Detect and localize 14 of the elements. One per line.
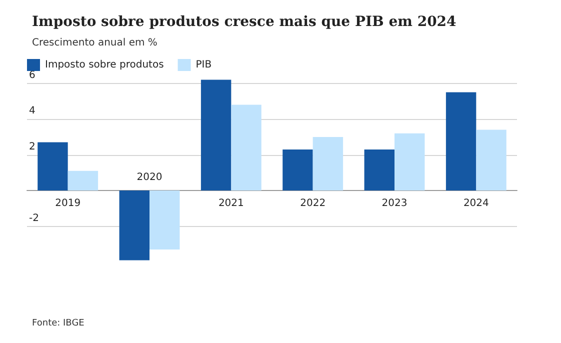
- chart-title: Imposto sobre produtos cresce mais que PIB em 2024: [32, 14, 457, 30]
- x-tick-label: 2020: [136, 172, 162, 184]
- legend-label: Imposto sobre produtos: [45, 60, 164, 70]
- legend-label: PIB: [196, 60, 212, 70]
- x-tick-label: 2022: [300, 198, 326, 210]
- chart-subtitle: Crescimento anual em %: [32, 38, 158, 48]
- y-tick-label: 4: [29, 106, 36, 117]
- x-tick-label: 2023: [382, 198, 408, 210]
- x-tick-label: 2021: [218, 198, 244, 210]
- y-tick-label: 2: [29, 141, 36, 152]
- source-note: Fonte: IBGE: [32, 318, 85, 328]
- y-tick-label: -2: [29, 212, 39, 224]
- x-tick-label: 2019: [55, 198, 81, 210]
- x-tick-label: 2024: [463, 198, 489, 210]
